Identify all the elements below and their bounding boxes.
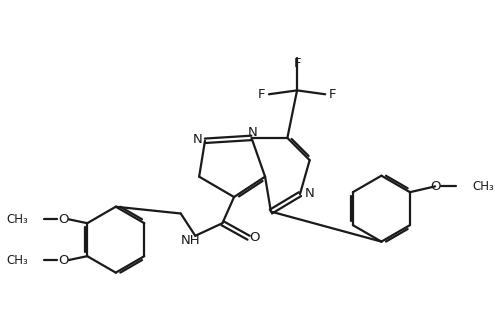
Text: O: O — [58, 254, 68, 267]
Text: F: F — [329, 88, 337, 101]
Text: F: F — [257, 88, 265, 101]
Text: CH₃: CH₃ — [472, 180, 494, 193]
Text: CH₃: CH₃ — [6, 213, 28, 226]
Text: N: N — [192, 133, 202, 146]
Text: CH₃: CH₃ — [6, 254, 28, 267]
Text: N: N — [305, 187, 314, 200]
Text: O: O — [58, 213, 68, 226]
Text: NH: NH — [181, 234, 200, 247]
Text: O: O — [430, 180, 440, 193]
Text: N: N — [248, 125, 257, 138]
Text: O: O — [249, 231, 260, 244]
Text: F: F — [293, 57, 301, 70]
